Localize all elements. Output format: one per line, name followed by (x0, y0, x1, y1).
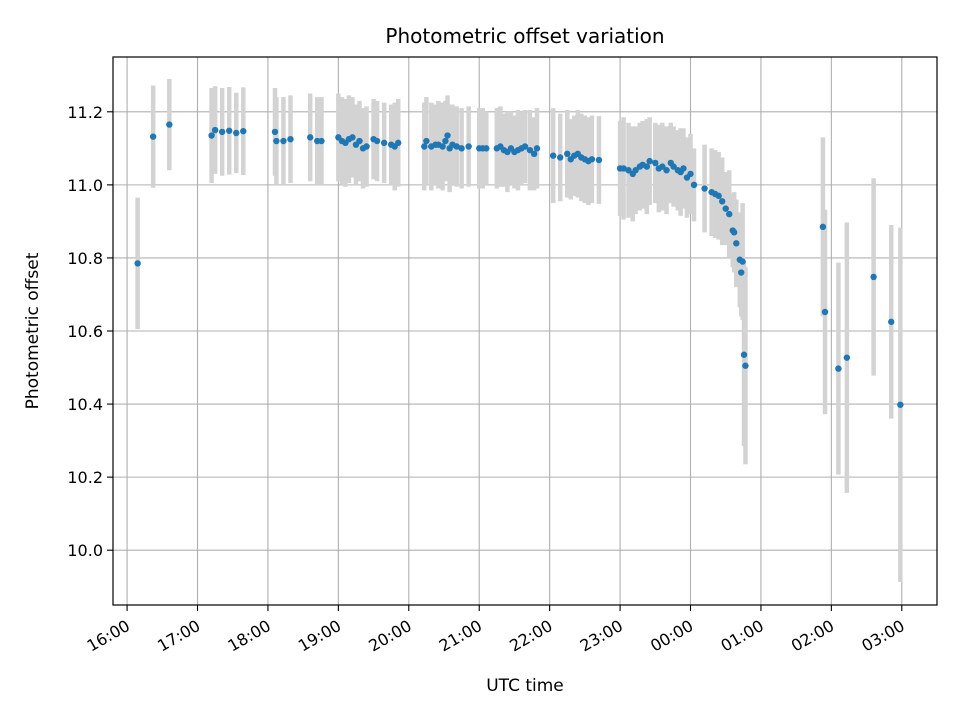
data-point (595, 156, 603, 164)
y-tick-label: 10.6 (67, 322, 103, 341)
y-tick-label: 11.0 (67, 176, 103, 195)
data-point (306, 134, 314, 141)
data-point (739, 258, 746, 265)
data-point (625, 167, 632, 174)
data-point (373, 137, 381, 145)
y-tick-label: 10.8 (67, 249, 103, 268)
data-points (134, 121, 904, 408)
data-point (726, 210, 733, 218)
data-point (564, 150, 571, 158)
y-axis-title: Photometric offset (23, 252, 43, 409)
data-point (733, 240, 740, 247)
data-point (363, 143, 370, 150)
data-point (442, 137, 449, 145)
data-point (632, 167, 639, 174)
data-point (687, 170, 694, 178)
data-point (287, 136, 294, 143)
data-point (530, 150, 538, 158)
data-point (444, 132, 451, 139)
data-point (218, 128, 226, 136)
data-point (356, 137, 363, 145)
data-point (643, 163, 651, 170)
data-point (722, 205, 729, 212)
data-point (273, 137, 280, 145)
data-point (870, 273, 877, 281)
data-point (835, 365, 842, 372)
data-point (271, 128, 279, 136)
data-point (453, 143, 460, 150)
data-point (652, 159, 659, 167)
data-point (730, 229, 738, 236)
data-point (588, 156, 596, 163)
y-tick-label: 10.2 (67, 468, 103, 487)
data-point (240, 127, 247, 135)
y-tick-label: 10.0 (67, 541, 103, 560)
data-point (208, 132, 215, 139)
y-tick-label: 10.4 (67, 395, 103, 414)
data-point (226, 127, 233, 134)
data-point (134, 260, 141, 267)
data-point (897, 401, 904, 408)
data-point (211, 126, 219, 134)
data-point (663, 167, 670, 174)
data-point (715, 192, 722, 200)
data-point (380, 139, 388, 147)
data-point (458, 145, 465, 152)
data-point (483, 145, 490, 152)
data-point (738, 269, 745, 276)
data-point (659, 163, 666, 170)
data-point (421, 143, 428, 150)
data-point (821, 308, 829, 316)
data-point (718, 198, 726, 205)
data-point (680, 165, 687, 172)
data-point (740, 351, 748, 358)
data-point (521, 143, 529, 150)
data-point (533, 145, 541, 152)
data-point (701, 185, 708, 192)
data-point (439, 143, 446, 150)
data-point (888, 318, 895, 326)
data-point (670, 163, 677, 170)
data-point (690, 181, 698, 189)
data-point (549, 152, 557, 159)
data-point (742, 362, 749, 369)
data-point (843, 354, 851, 361)
chart-title: Photometric offset variation (385, 24, 664, 48)
data-point (423, 137, 430, 145)
y-axis: 10.0 10.2 10.4 10.6 10.8 11.0 11.2 (67, 103, 113, 560)
data-point (349, 134, 356, 141)
data-point (280, 137, 287, 145)
data-point (646, 157, 653, 165)
data-point (819, 223, 827, 231)
data-point (233, 129, 240, 137)
data-point (620, 165, 627, 172)
data-point (557, 154, 564, 161)
data-point (465, 143, 472, 150)
y-tick-label: 11.2 (67, 103, 103, 122)
data-point (318, 137, 325, 145)
x-axis-title: UTC time (486, 676, 564, 696)
data-point (526, 146, 534, 154)
data-point (395, 139, 402, 147)
data-point (149, 133, 157, 140)
data-point (166, 121, 173, 128)
